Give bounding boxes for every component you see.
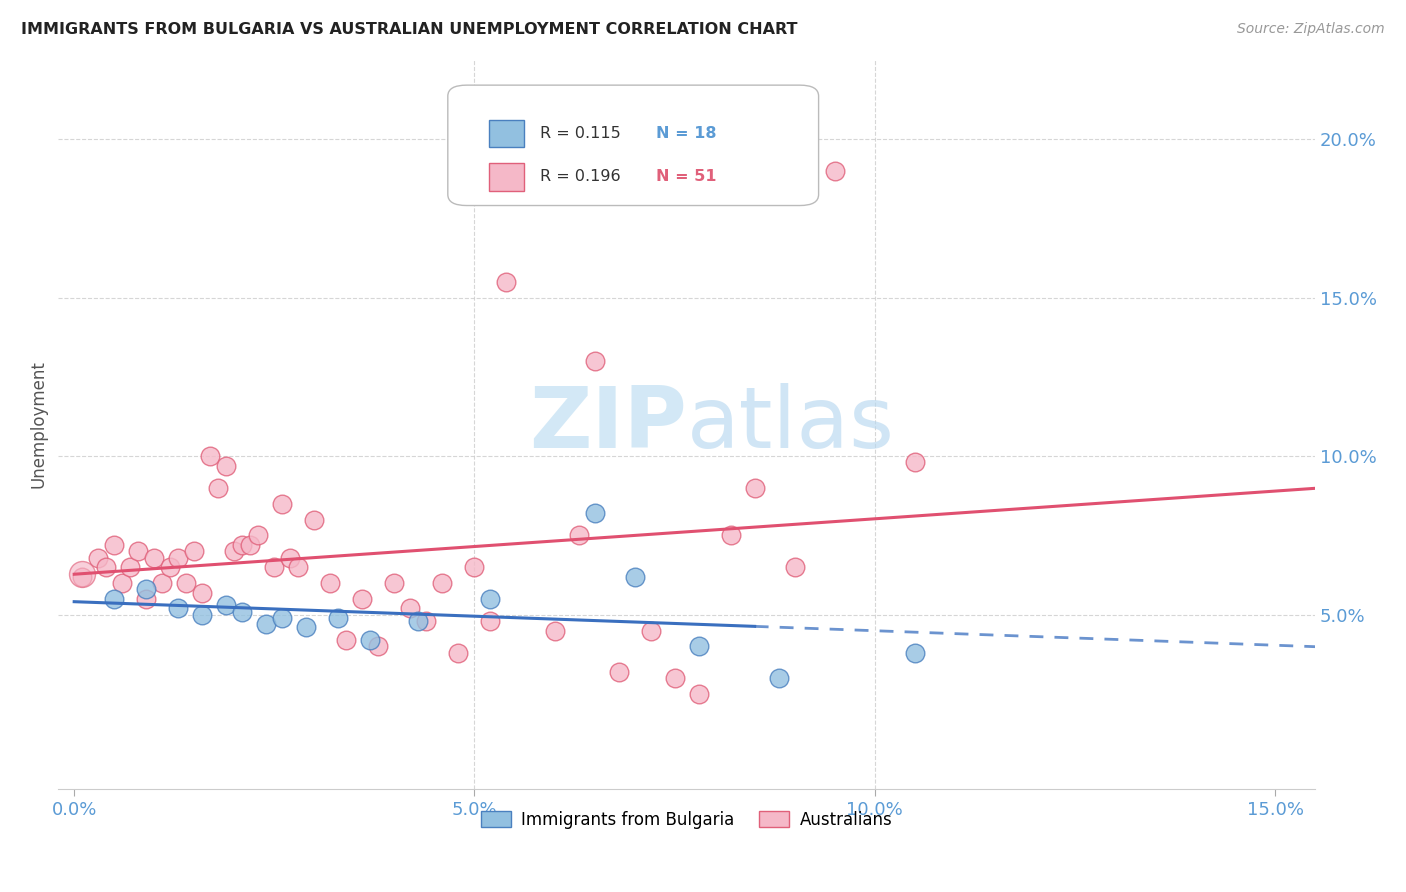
Point: [352, 591, 374, 606]
Point: [688, 687, 710, 701]
Point: [215, 599, 238, 613]
Point: [367, 640, 389, 654]
Point: [127, 544, 149, 558]
Point: [174, 576, 197, 591]
Point: [720, 528, 742, 542]
Point: [304, 512, 326, 526]
Point: [567, 528, 589, 542]
Point: [70, 566, 93, 581]
Point: [287, 560, 309, 574]
Point: [263, 560, 285, 574]
Point: [623, 570, 645, 584]
Point: [231, 605, 253, 619]
Point: [479, 614, 502, 628]
Point: [543, 624, 565, 638]
Point: [87, 550, 110, 565]
Point: [904, 455, 927, 469]
Point: [103, 591, 125, 606]
Point: [191, 607, 214, 622]
Point: [479, 591, 502, 606]
Point: [167, 601, 190, 615]
Y-axis label: Unemployment: Unemployment: [30, 360, 46, 488]
Point: [215, 458, 238, 473]
Point: [247, 528, 270, 542]
Point: [96, 560, 118, 574]
Point: [447, 646, 470, 660]
Point: [167, 550, 190, 565]
Point: [768, 671, 790, 685]
Point: [271, 611, 294, 625]
Point: [70, 570, 93, 584]
Point: [328, 611, 350, 625]
Point: [111, 576, 134, 591]
Point: [254, 617, 277, 632]
Point: [744, 481, 766, 495]
Point: [239, 538, 262, 552]
Point: [335, 633, 357, 648]
Point: [295, 620, 318, 634]
FancyBboxPatch shape: [489, 120, 524, 147]
Point: [640, 624, 662, 638]
Point: [783, 560, 806, 574]
Legend: Immigrants from Bulgaria, Australians: Immigrants from Bulgaria, Australians: [474, 805, 898, 836]
Point: [415, 614, 437, 628]
Text: IMMIGRANTS FROM BULGARIA VS AUSTRALIAN UNEMPLOYMENT CORRELATION CHART: IMMIGRANTS FROM BULGARIA VS AUSTRALIAN U…: [21, 22, 797, 37]
Text: atlas: atlas: [686, 383, 894, 466]
Point: [607, 665, 630, 679]
Point: [150, 576, 173, 591]
Text: ZIP: ZIP: [529, 383, 686, 466]
Point: [495, 275, 517, 289]
Point: [463, 560, 485, 574]
Point: [359, 633, 381, 648]
Point: [159, 560, 181, 574]
Point: [191, 585, 214, 599]
Point: [103, 538, 125, 552]
Point: [688, 640, 710, 654]
Text: R = 0.196: R = 0.196: [540, 169, 620, 185]
FancyBboxPatch shape: [449, 85, 818, 205]
Point: [583, 354, 606, 368]
Point: [904, 646, 927, 660]
Point: [319, 576, 342, 591]
Point: [207, 481, 229, 495]
Point: [143, 550, 166, 565]
Text: R = 0.115: R = 0.115: [540, 126, 620, 141]
Point: [135, 582, 157, 597]
Point: [824, 163, 846, 178]
Point: [231, 538, 253, 552]
Point: [271, 497, 294, 511]
Point: [408, 614, 430, 628]
Point: [664, 671, 686, 685]
Point: [200, 449, 222, 463]
Point: [224, 544, 246, 558]
Text: N = 51: N = 51: [657, 169, 717, 185]
Text: N = 18: N = 18: [657, 126, 717, 141]
Point: [583, 506, 606, 520]
Point: [278, 550, 301, 565]
Text: Source: ZipAtlas.com: Source: ZipAtlas.com: [1237, 22, 1385, 37]
Point: [432, 576, 454, 591]
Point: [120, 560, 142, 574]
FancyBboxPatch shape: [489, 163, 524, 191]
Point: [183, 544, 205, 558]
Point: [399, 601, 422, 615]
Point: [135, 591, 157, 606]
Point: [384, 576, 406, 591]
